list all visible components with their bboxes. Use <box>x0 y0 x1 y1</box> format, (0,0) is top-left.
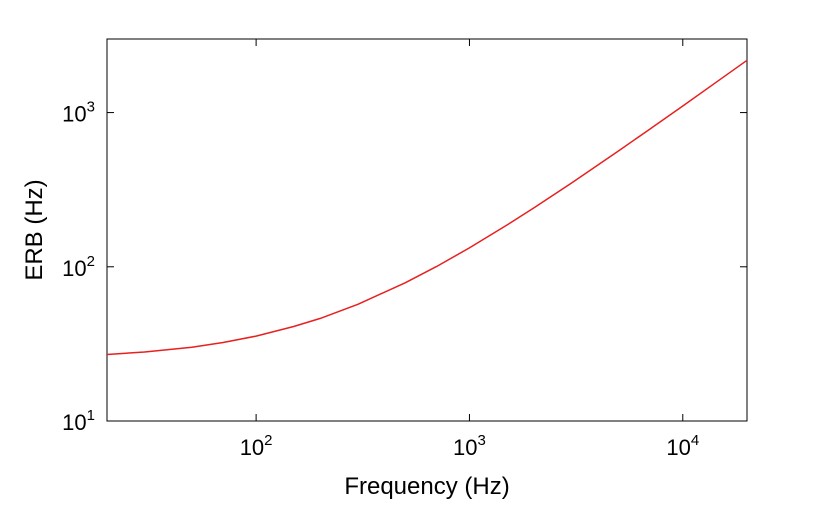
x-axis-label: Frequency (Hz) <box>344 473 509 500</box>
x-tick-label: 102 <box>240 432 273 460</box>
erb-curve-line <box>106 59 748 356</box>
y-tick-label: 103 <box>62 99 95 127</box>
axis-ticks: 102 103 104 101 102 103 <box>62 39 747 460</box>
y-tick-label: 102 <box>62 253 95 281</box>
x-tick-label: 104 <box>666 432 699 460</box>
series-group <box>106 59 748 356</box>
plot-area <box>106 38 748 422</box>
x-tick-label: 103 <box>453 432 486 460</box>
y-tick-label: 101 <box>62 407 95 435</box>
y-axis-label: ERB (Hz) <box>21 179 48 280</box>
